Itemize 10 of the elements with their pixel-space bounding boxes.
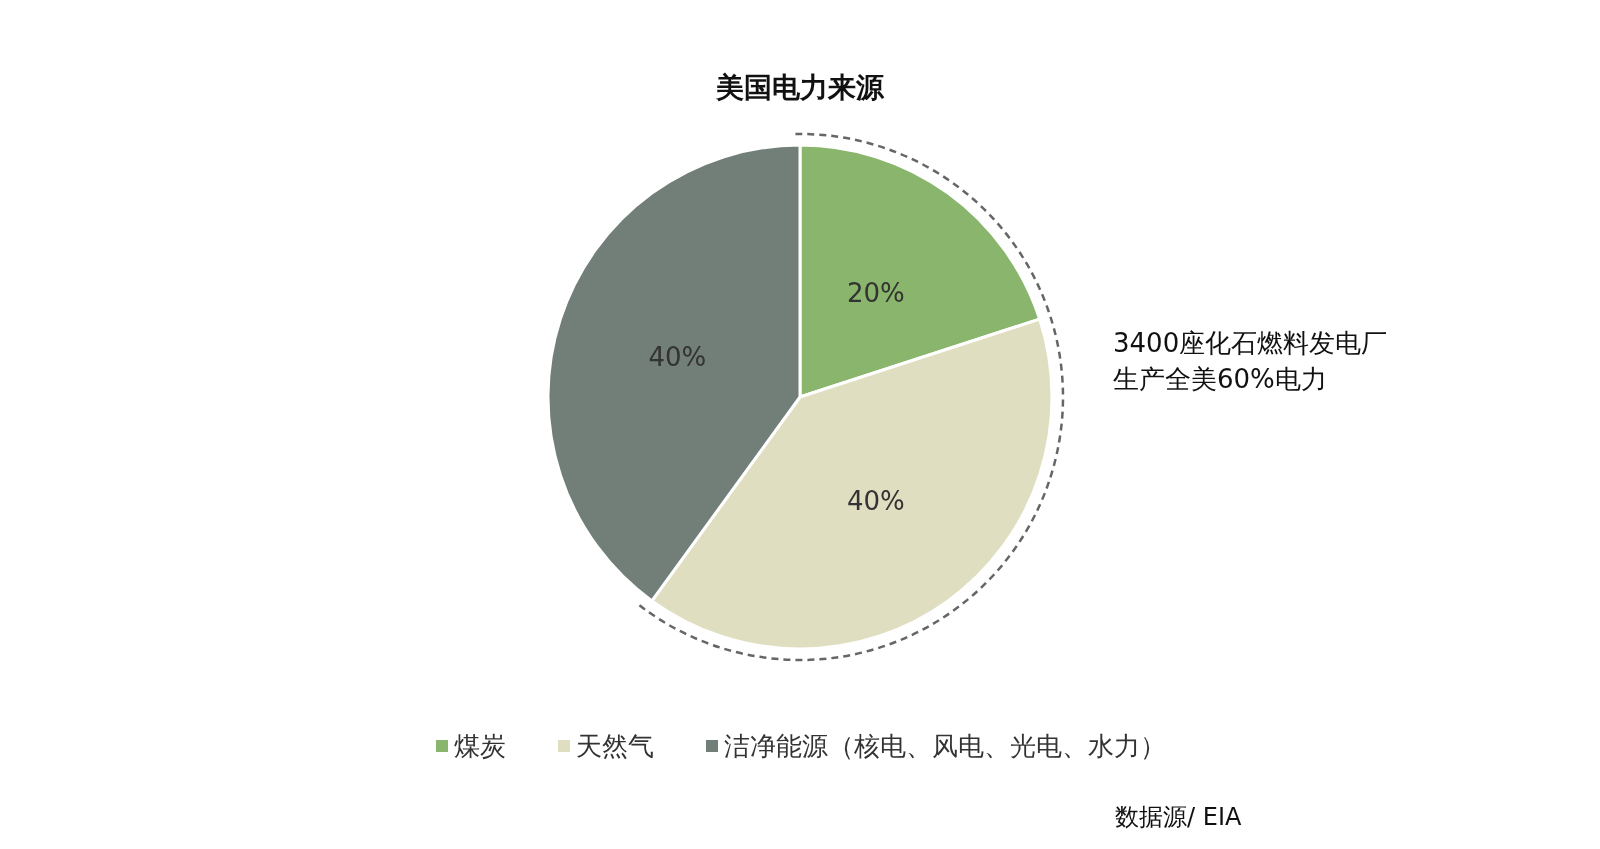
data-label: 20% [846, 277, 905, 308]
data-label: 40% [648, 342, 707, 373]
data-label: 40% [846, 486, 905, 517]
legend-label: 煤炭 [454, 731, 506, 761]
legend-label: 洁净能源（核电、风电、光电、水力） [724, 731, 1166, 761]
text: 生产全美60%电力 [1113, 364, 1327, 394]
chart-title: 美国电力来源 [715, 70, 885, 104]
legend-label: 天然气 [576, 731, 654, 761]
text: 3400座化石燃料发电厂 [1113, 328, 1388, 358]
text: 数据源/ EIA [1115, 803, 1242, 831]
